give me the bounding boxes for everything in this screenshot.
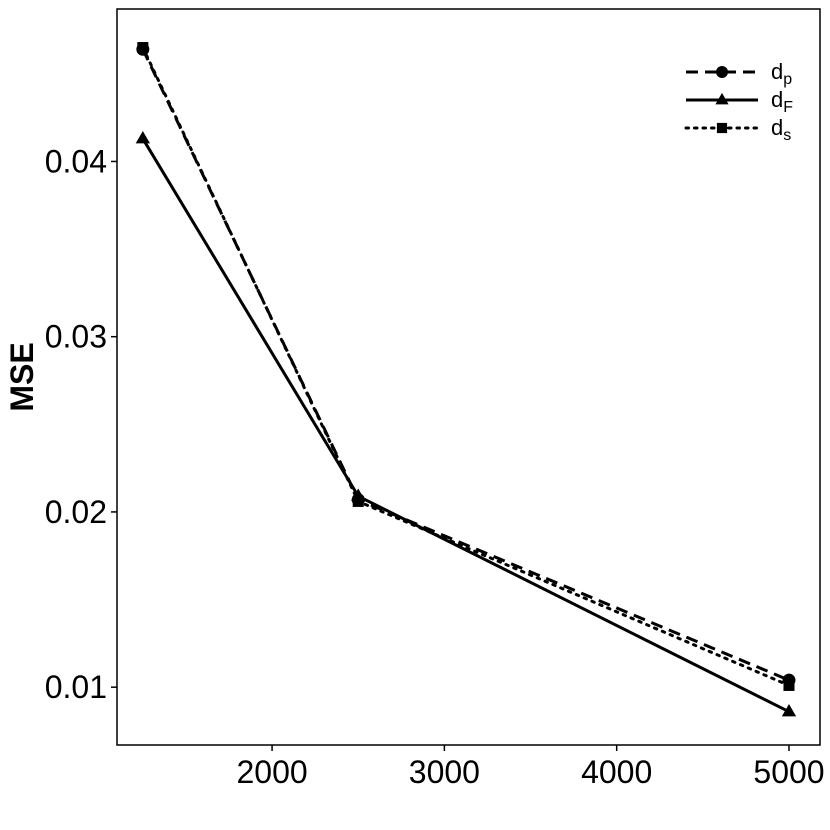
series-layer (135, 42, 797, 717)
data-point-d-F (781, 704, 797, 717)
x-tick-label: 4000 (581, 754, 652, 790)
legend-label-d-F: dF (771, 87, 793, 116)
series-line-d-s (141, 46, 791, 687)
legend-subscript: F (783, 99, 793, 116)
data-point-d-F (135, 131, 150, 144)
x-axis: 2000 3000 4000 5000 (236, 745, 825, 790)
y-tick-label: 0.02 (45, 494, 107, 530)
legend-marker-d-F (715, 92, 729, 105)
y-tick-label: 0.03 (45, 319, 107, 355)
y-axis-title: MSE (4, 342, 40, 411)
y-tick-label: 0.01 (45, 669, 107, 705)
series-line-d-p (141, 48, 790, 682)
y-tick-label: 0.04 (45, 143, 107, 179)
legend-subscript: s (783, 127, 791, 144)
x-tick-label: 3000 (409, 754, 480, 790)
legend-label-d-p: dp (771, 59, 792, 88)
data-point-d-s (137, 42, 149, 54)
legend-label-d-s: ds (771, 115, 791, 144)
legend-subscript: p (783, 71, 792, 88)
data-point-d-s (783, 679, 795, 691)
y-axis: 0.01 0.02 0.03 0.04 (45, 143, 117, 705)
legend-marker-d-s (716, 122, 728, 134)
data-point-d-s (352, 495, 364, 507)
x-tick-label: 5000 (753, 754, 824, 790)
plot-panel-border (116, 8, 821, 746)
x-tick-label: 2000 (236, 754, 307, 790)
series-line-d-F (141, 137, 790, 714)
legend-marker-d-p (716, 66, 728, 78)
